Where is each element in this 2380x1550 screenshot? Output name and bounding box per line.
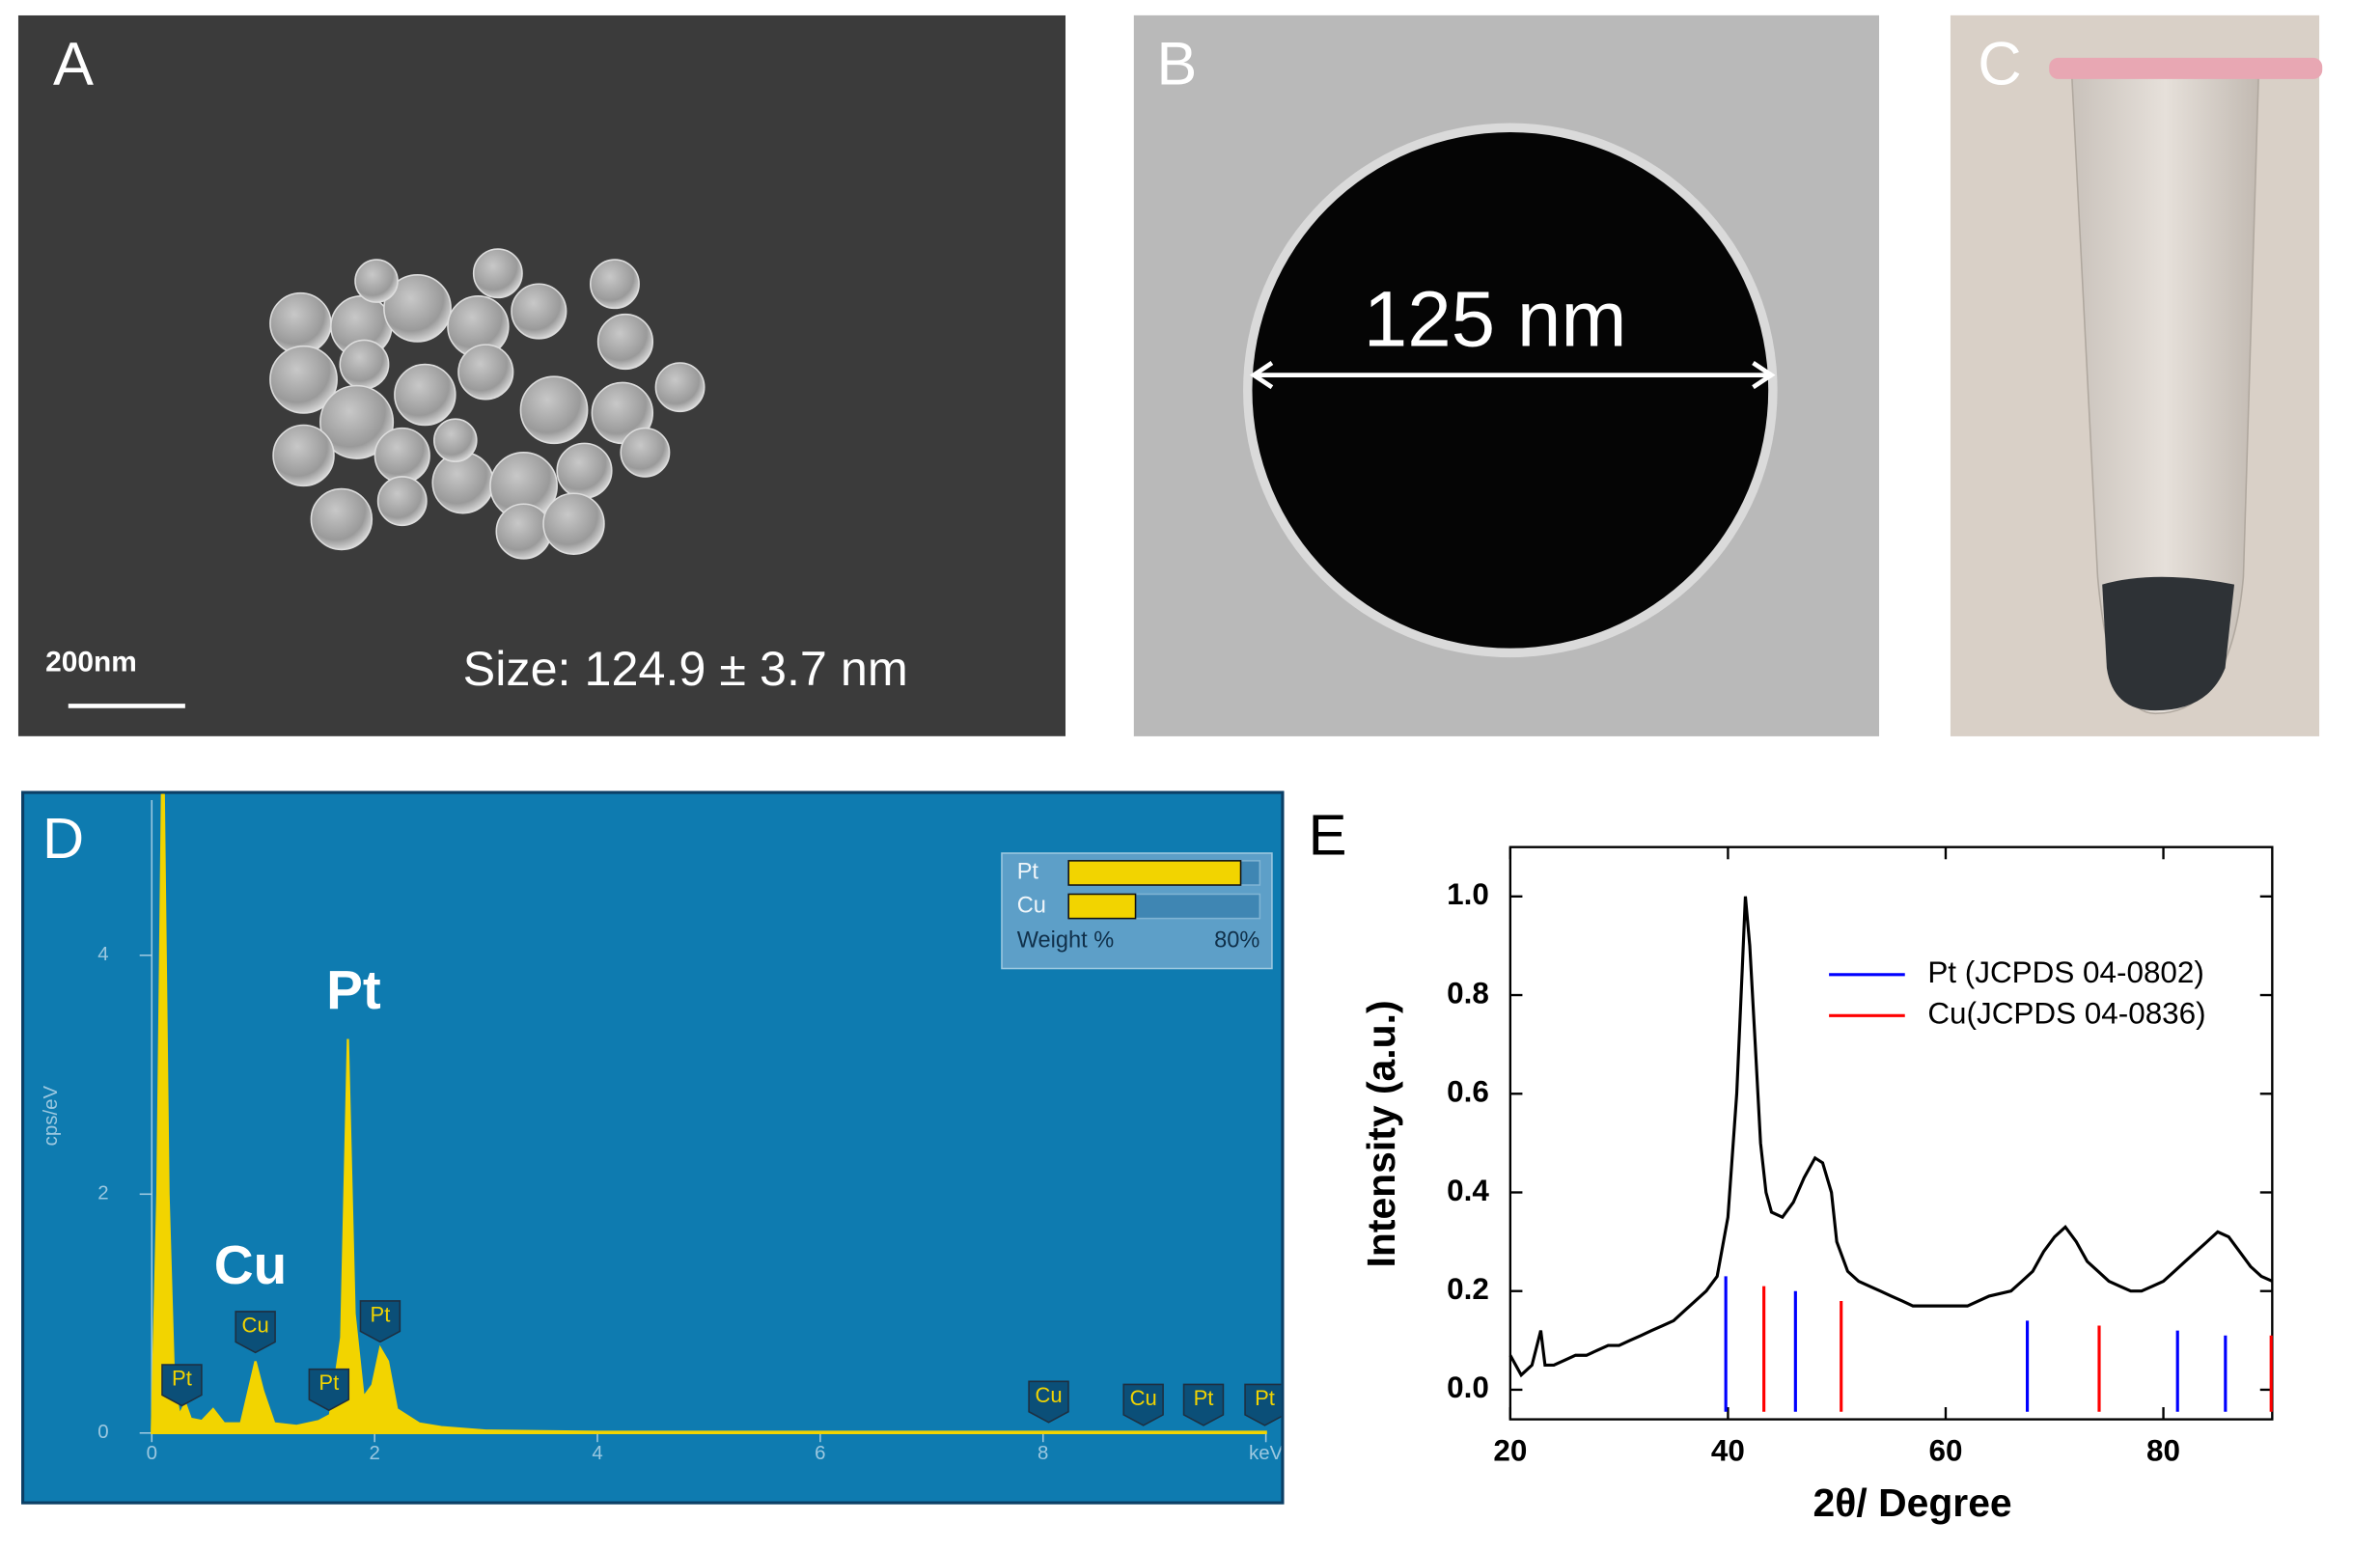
y-tick-label: 0.6	[1447, 1075, 1489, 1109]
size-label: Size: 124.9 ± 3.7 nm	[463, 641, 908, 696]
x-tick-label: 40	[1711, 1434, 1745, 1468]
peak-marker-label: Cu	[1130, 1386, 1157, 1410]
peak-marker-label: Pt	[172, 1367, 192, 1391]
nanoparticle	[472, 248, 523, 299]
y-axis-label: Intensity (a.u.)	[1359, 1000, 1403, 1267]
peak-marker	[1028, 1380, 1069, 1424]
peak-marker	[161, 1364, 203, 1407]
x-tick-label: 4	[592, 1442, 602, 1464]
panel-a	[17, 14, 1066, 736]
nanoparticle	[269, 345, 338, 414]
y-tick-label: 2	[97, 1182, 108, 1204]
peak-marker	[308, 1368, 350, 1412]
nanoparticle	[394, 363, 457, 427]
plot-frame	[1508, 845, 2274, 1421]
y-tick-label: 0.8	[1447, 976, 1489, 1010]
category-label: Cu	[1017, 892, 1046, 917]
nanoparticle	[596, 313, 654, 371]
y-tick-label: 1.0	[1447, 877, 1489, 911]
nanoparticle	[519, 375, 589, 445]
nanoparticle	[339, 339, 390, 390]
y-tick-label: 0.4	[1447, 1174, 1489, 1207]
peak-marker-label: Pt	[1255, 1386, 1275, 1410]
nanoparticle	[511, 283, 567, 340]
nanoparticle	[310, 487, 374, 551]
x-tick-label: 80%	[1214, 927, 1259, 952]
element-annotation: Cu	[214, 1234, 287, 1295]
nanoparticle	[374, 427, 430, 484]
tube-cap	[2049, 57, 2323, 79]
panel-label: A	[53, 31, 94, 98]
x-tick-label: keV	[1249, 1442, 1284, 1464]
panel-label: B	[1156, 31, 1197, 98]
particle	[1252, 131, 1769, 649]
peak-marker	[1122, 1383, 1164, 1426]
category-label: Pt	[1017, 859, 1039, 884]
x-tick-label: 0	[147, 1442, 157, 1464]
bar	[1067, 860, 1242, 886]
x-tick-label: 80	[2146, 1434, 2180, 1468]
nanoparticle	[319, 384, 395, 459]
legend-label: Pt (JCPDS 04-0802)	[1927, 955, 2204, 989]
y-tick-label: 4	[97, 943, 108, 965]
y-axis-label: cps/eV	[40, 1085, 62, 1146]
y-tick-label: 0.2	[1447, 1272, 1489, 1306]
y-tick-label: 0	[97, 1421, 108, 1443]
nanoparticle	[589, 259, 640, 310]
inset-axis-label: Weight %	[1017, 927, 1115, 952]
nanoparticle	[620, 427, 671, 478]
xrd-plot: 20 40 60 80 0.0 0.2 0.4 0.6 0.8 1.0 Pt (JCPDS 04-0…	[1447, 845, 2274, 1468]
x-axis-label: 2θ/ Degree	[1813, 1481, 2012, 1525]
panel-label: D	[42, 806, 84, 871]
nanoparticle	[269, 291, 332, 355]
nanoparticle	[376, 476, 428, 527]
peak-marker-label: Pt	[1194, 1386, 1214, 1410]
pellet	[2102, 576, 2235, 711]
nanoparticle	[354, 259, 399, 303]
peak-marker-label: Pt	[371, 1302, 391, 1326]
sem-image	[17, 14, 1066, 736]
nanoparticle	[433, 418, 478, 463]
x-tick-label: 2	[369, 1442, 379, 1464]
x-tick-label: 60	[1928, 1434, 1962, 1468]
scale-bar-label: 200nm	[45, 646, 137, 678]
panel-label: C	[1978, 31, 2021, 98]
x-tick-label: 20	[1493, 1434, 1527, 1468]
nanoparticle	[654, 362, 706, 413]
nanoparticle	[457, 344, 514, 401]
peak-marker	[235, 1311, 276, 1354]
nanoparticle	[431, 452, 494, 514]
eds-plot: 0 2 4 6 8 keV 0 2 4 Pt Cu Pt Pt Cu Cu Pt Pt Cu Pt	[97, 793, 1284, 1464]
x-tick-label: 6	[815, 1442, 825, 1464]
peak-marker	[1182, 1383, 1225, 1426]
legend-label: Cu(JCPDS 04-0836)	[1927, 997, 2205, 1031]
bar	[1067, 893, 1137, 920]
nanoparticle	[556, 442, 613, 499]
element-annotation: Pt	[326, 959, 381, 1020]
panel-label: E	[1309, 803, 1347, 868]
nanoparticle	[383, 274, 452, 343]
diameter-label: 125 nm	[1364, 275, 1627, 363]
peak-marker	[359, 1300, 401, 1343]
peak-marker	[1244, 1383, 1282, 1426]
nanoparticle	[542, 492, 605, 555]
nanoparticle	[495, 503, 552, 560]
peak-marker-label: Cu	[1035, 1383, 1062, 1407]
nanoparticle	[272, 424, 335, 487]
spectrum	[151, 793, 1267, 1434]
x-tick-label: 8	[1038, 1442, 1048, 1464]
y-tick-label: 0.0	[1447, 1370, 1489, 1404]
xrd-curve	[1508, 896, 2273, 1378]
peak-marker-label: Pt	[318, 1370, 339, 1395]
diameter-arrow	[1249, 361, 1776, 390]
peak-marker-label: Cu	[242, 1313, 269, 1337]
